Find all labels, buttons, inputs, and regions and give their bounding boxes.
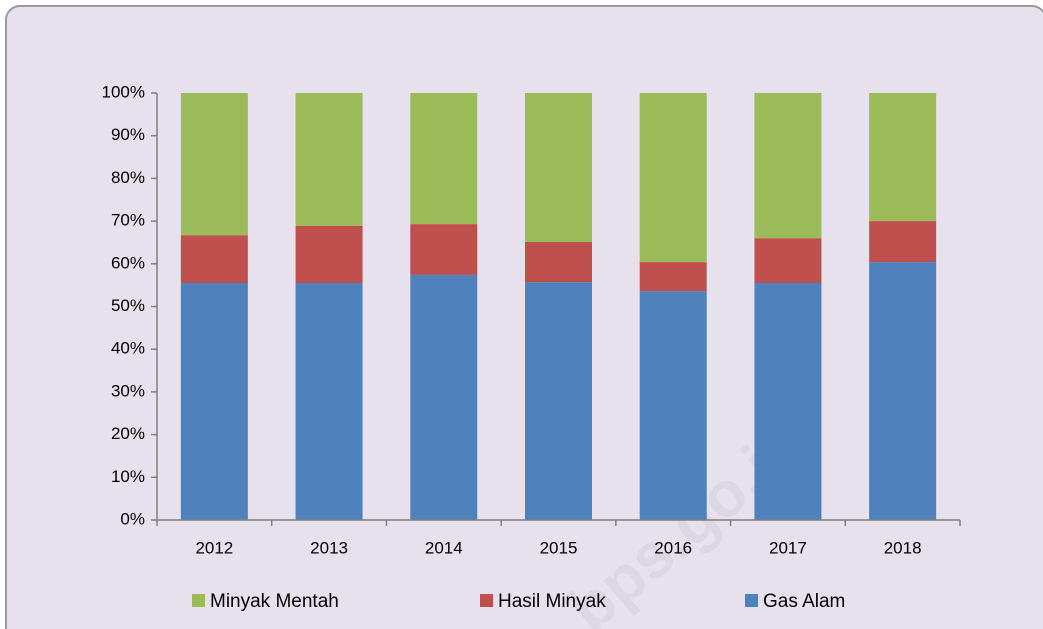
x-tick-label: 2014 — [425, 538, 463, 557]
bar-segment — [525, 242, 592, 283]
x-tick-label: 2013 — [310, 538, 348, 557]
y-tick-label: 60% — [111, 253, 145, 272]
bar-segment — [639, 93, 707, 263]
y-tick-label: 50% — [111, 296, 145, 315]
bar-segment — [410, 93, 478, 225]
bar-segment — [410, 224, 478, 275]
y-tick-label: 30% — [111, 381, 145, 400]
bar-segment — [180, 283, 248, 520]
legend-swatch — [480, 594, 493, 607]
y-tick-label: 0% — [120, 509, 145, 528]
bar-segment — [754, 93, 822, 239]
bar-segment — [525, 93, 592, 243]
bar-segment — [180, 235, 248, 284]
y-tick-label: 40% — [111, 339, 145, 358]
x-tick-label: 2015 — [540, 538, 578, 557]
y-tick-label: 70% — [111, 211, 145, 230]
y-tick-label: 80% — [111, 168, 145, 187]
legend-label: Minyak Mentah — [210, 591, 339, 612]
y-tick-label: 100% — [102, 82, 145, 101]
y-tick-label: 10% — [111, 467, 145, 486]
bar-segment — [639, 291, 707, 520]
bar-segment — [295, 283, 363, 520]
y-tick-label: 20% — [111, 424, 145, 443]
x-tick-label: 2017 — [769, 538, 807, 557]
bar-segment — [754, 238, 822, 284]
x-tick-label: 2016 — [654, 538, 692, 557]
x-tick-label: 2012 — [195, 538, 233, 557]
legend-label: Gas Alam — [763, 591, 845, 612]
bar-segment — [180, 93, 248, 236]
bar-segment — [639, 262, 707, 292]
legend-label: Hasil Minyak — [498, 591, 606, 612]
bar-segment — [295, 225, 363, 284]
bar-segment — [295, 93, 363, 226]
legend-swatch — [192, 594, 205, 607]
bar-segment — [869, 221, 937, 263]
bar-segment — [869, 93, 937, 222]
bar-segment — [754, 283, 822, 520]
y-tick-label: 90% — [111, 125, 145, 144]
bar-segment — [869, 262, 937, 520]
bar-segment — [525, 282, 592, 520]
bar-segment — [410, 274, 478, 520]
x-tick-label: 2018 — [884, 538, 922, 557]
legend-swatch — [745, 594, 758, 607]
